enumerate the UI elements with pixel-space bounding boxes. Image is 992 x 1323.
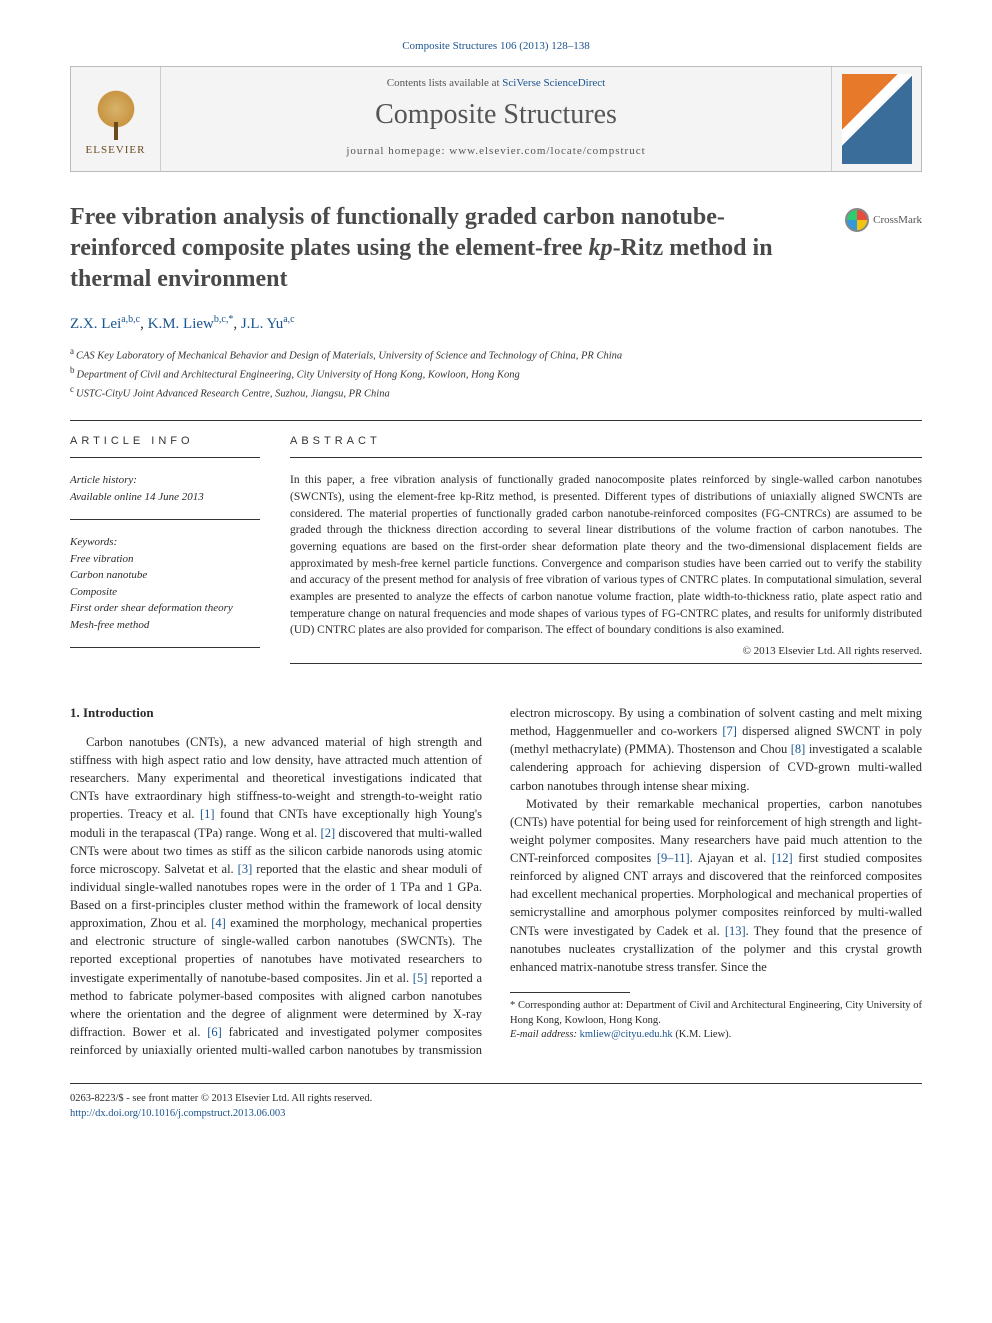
- body-text: 1. Introduction Carbon nanotubes (CNTs),…: [70, 704, 922, 1059]
- journal-cover-icon: [842, 74, 912, 164]
- article-title: Free vibration analysis of functionally …: [70, 202, 825, 296]
- history-value: Available online 14 June 2013: [70, 489, 260, 506]
- journal-name: Composite Structures: [169, 99, 823, 131]
- sciencedirect-link[interactable]: SciVerse ScienceDirect: [502, 77, 605, 89]
- footer: 0263-8223/$ - see front matter © 2013 El…: [70, 1083, 922, 1121]
- author-aff-1[interactable]: a,b,c: [121, 314, 140, 325]
- divider: [70, 420, 922, 421]
- journal-reference: Composite Structures 106 (2013) 128–138: [70, 40, 922, 52]
- email-label: E-mail address:: [510, 1029, 580, 1040]
- footnote-block: * Corresponding author at: Department of…: [510, 992, 922, 1043]
- body-paragraph: Motivated by their remarkable mechanical…: [510, 795, 922, 976]
- doi-line: http://dx.doi.org/10.1016/j.compstruct.2…: [70, 1107, 922, 1122]
- author-aff-3[interactable]: a,c: [283, 314, 294, 325]
- footnote-divider: [510, 992, 630, 993]
- keyword: Mesh-free method: [70, 617, 260, 634]
- citation-link[interactable]: [9–11]: [657, 851, 690, 865]
- citation-link[interactable]: [4]: [211, 916, 226, 930]
- contents-line: Contents lists available at SciVerse Sci…: [169, 77, 823, 89]
- elsevier-tree-icon: [86, 82, 146, 142]
- doi-link[interactable]: http://dx.doi.org/10.1016/j.compstruct.2…: [70, 1108, 285, 1119]
- email-who: (K.M. Liew).: [673, 1029, 732, 1040]
- header-center: Contents lists available at SciVerse Sci…: [161, 67, 831, 171]
- citation-link[interactable]: [6]: [207, 1025, 222, 1039]
- keyword: Composite: [70, 584, 260, 601]
- issn-line: 0263-8223/$ - see front matter © 2013 El…: [70, 1092, 922, 1107]
- email-link[interactable]: kmliew@cityu.edu.hk: [580, 1029, 673, 1040]
- elsevier-label: ELSEVIER: [86, 144, 146, 156]
- affiliations: aCAS Key Laboratory of Mechanical Behavi…: [70, 345, 922, 403]
- divider: [290, 663, 922, 664]
- contents-prefix: Contents lists available at: [387, 77, 502, 89]
- citation-link[interactable]: [3]: [238, 862, 253, 876]
- corresponding-author: * Corresponding author at: Department of…: [510, 999, 922, 1028]
- crossmark-icon: [845, 208, 869, 232]
- journal-reference-link[interactable]: Composite Structures 106 (2013) 128–138: [402, 40, 590, 52]
- article-info: ARTICLE INFO Article history: Available …: [70, 435, 260, 678]
- keywords-header: Keywords:: [70, 534, 260, 551]
- citation-link[interactable]: [2]: [321, 826, 336, 840]
- authors: Z.X. Leia,b,c, K.M. Liewb,c,*, J.L. Yua,…: [70, 314, 922, 333]
- keywords-block: Keywords: Free vibration Carbon nanotube…: [70, 534, 260, 633]
- homepage-line: journal homepage: www.elsevier.com/locat…: [169, 145, 823, 157]
- affiliation-b: Department of Civil and Architectural En…: [77, 369, 520, 380]
- divider: [70, 519, 260, 520]
- abstract-column: ABSTRACT In this paper, a free vibration…: [290, 435, 922, 678]
- citation-link[interactable]: [8]: [791, 742, 806, 756]
- keyword: First order shear deformation theory: [70, 600, 260, 617]
- citation-link[interactable]: [5]: [413, 971, 428, 985]
- keyword: Free vibration: [70, 551, 260, 568]
- crossmark-badge[interactable]: CrossMark: [845, 208, 922, 232]
- journal-header: ELSEVIER Contents lists available at Sci…: [70, 66, 922, 172]
- divider: [290, 457, 922, 458]
- author-link-1[interactable]: Z.X. Lei: [70, 316, 121, 332]
- info-abstract-row: ARTICLE INFO Article history: Available …: [70, 435, 922, 678]
- citation-link[interactable]: [12]: [772, 851, 793, 865]
- author-link-2[interactable]: K.M. Liew: [148, 316, 214, 332]
- homepage-label: journal homepage:: [346, 145, 449, 157]
- history-header: Article history:: [70, 472, 260, 489]
- article-history: Article history: Available online 14 Jun…: [70, 472, 260, 505]
- elsevier-logo[interactable]: ELSEVIER: [71, 67, 161, 171]
- citation-link[interactable]: [7]: [722, 724, 737, 738]
- email-line: E-mail address: kmliew@cityu.edu.hk (K.M…: [510, 1028, 922, 1043]
- title-row: Free vibration analysis of functionally …: [70, 202, 922, 296]
- citation-link[interactable]: [1]: [200, 807, 215, 821]
- copyright-line: © 2013 Elsevier Ltd. All rights reserved…: [290, 645, 922, 657]
- crossmark-label: CrossMark: [873, 214, 922, 226]
- homepage-link[interactable]: www.elsevier.com/locate/compstruct: [449, 145, 645, 157]
- keyword: Carbon nanotube: [70, 567, 260, 584]
- article-info-label: ARTICLE INFO: [70, 435, 260, 447]
- affiliation-c: USTC-CityU Joint Advanced Research Centr…: [76, 389, 390, 400]
- journal-cover[interactable]: [831, 67, 921, 171]
- affiliation-a: CAS Key Laboratory of Mechanical Behavio…: [76, 350, 622, 361]
- author-link-3[interactable]: J.L. Yu: [241, 316, 283, 332]
- abstract-text: In this paper, a free vibration analysis…: [290, 472, 922, 639]
- author-aff-2[interactable]: b,c,*: [214, 314, 233, 325]
- section-heading: 1. Introduction: [70, 704, 482, 723]
- citation-link[interactable]: [13]: [725, 924, 746, 938]
- divider: [70, 457, 260, 458]
- divider: [70, 647, 260, 648]
- abstract-label: ABSTRACT: [290, 435, 922, 447]
